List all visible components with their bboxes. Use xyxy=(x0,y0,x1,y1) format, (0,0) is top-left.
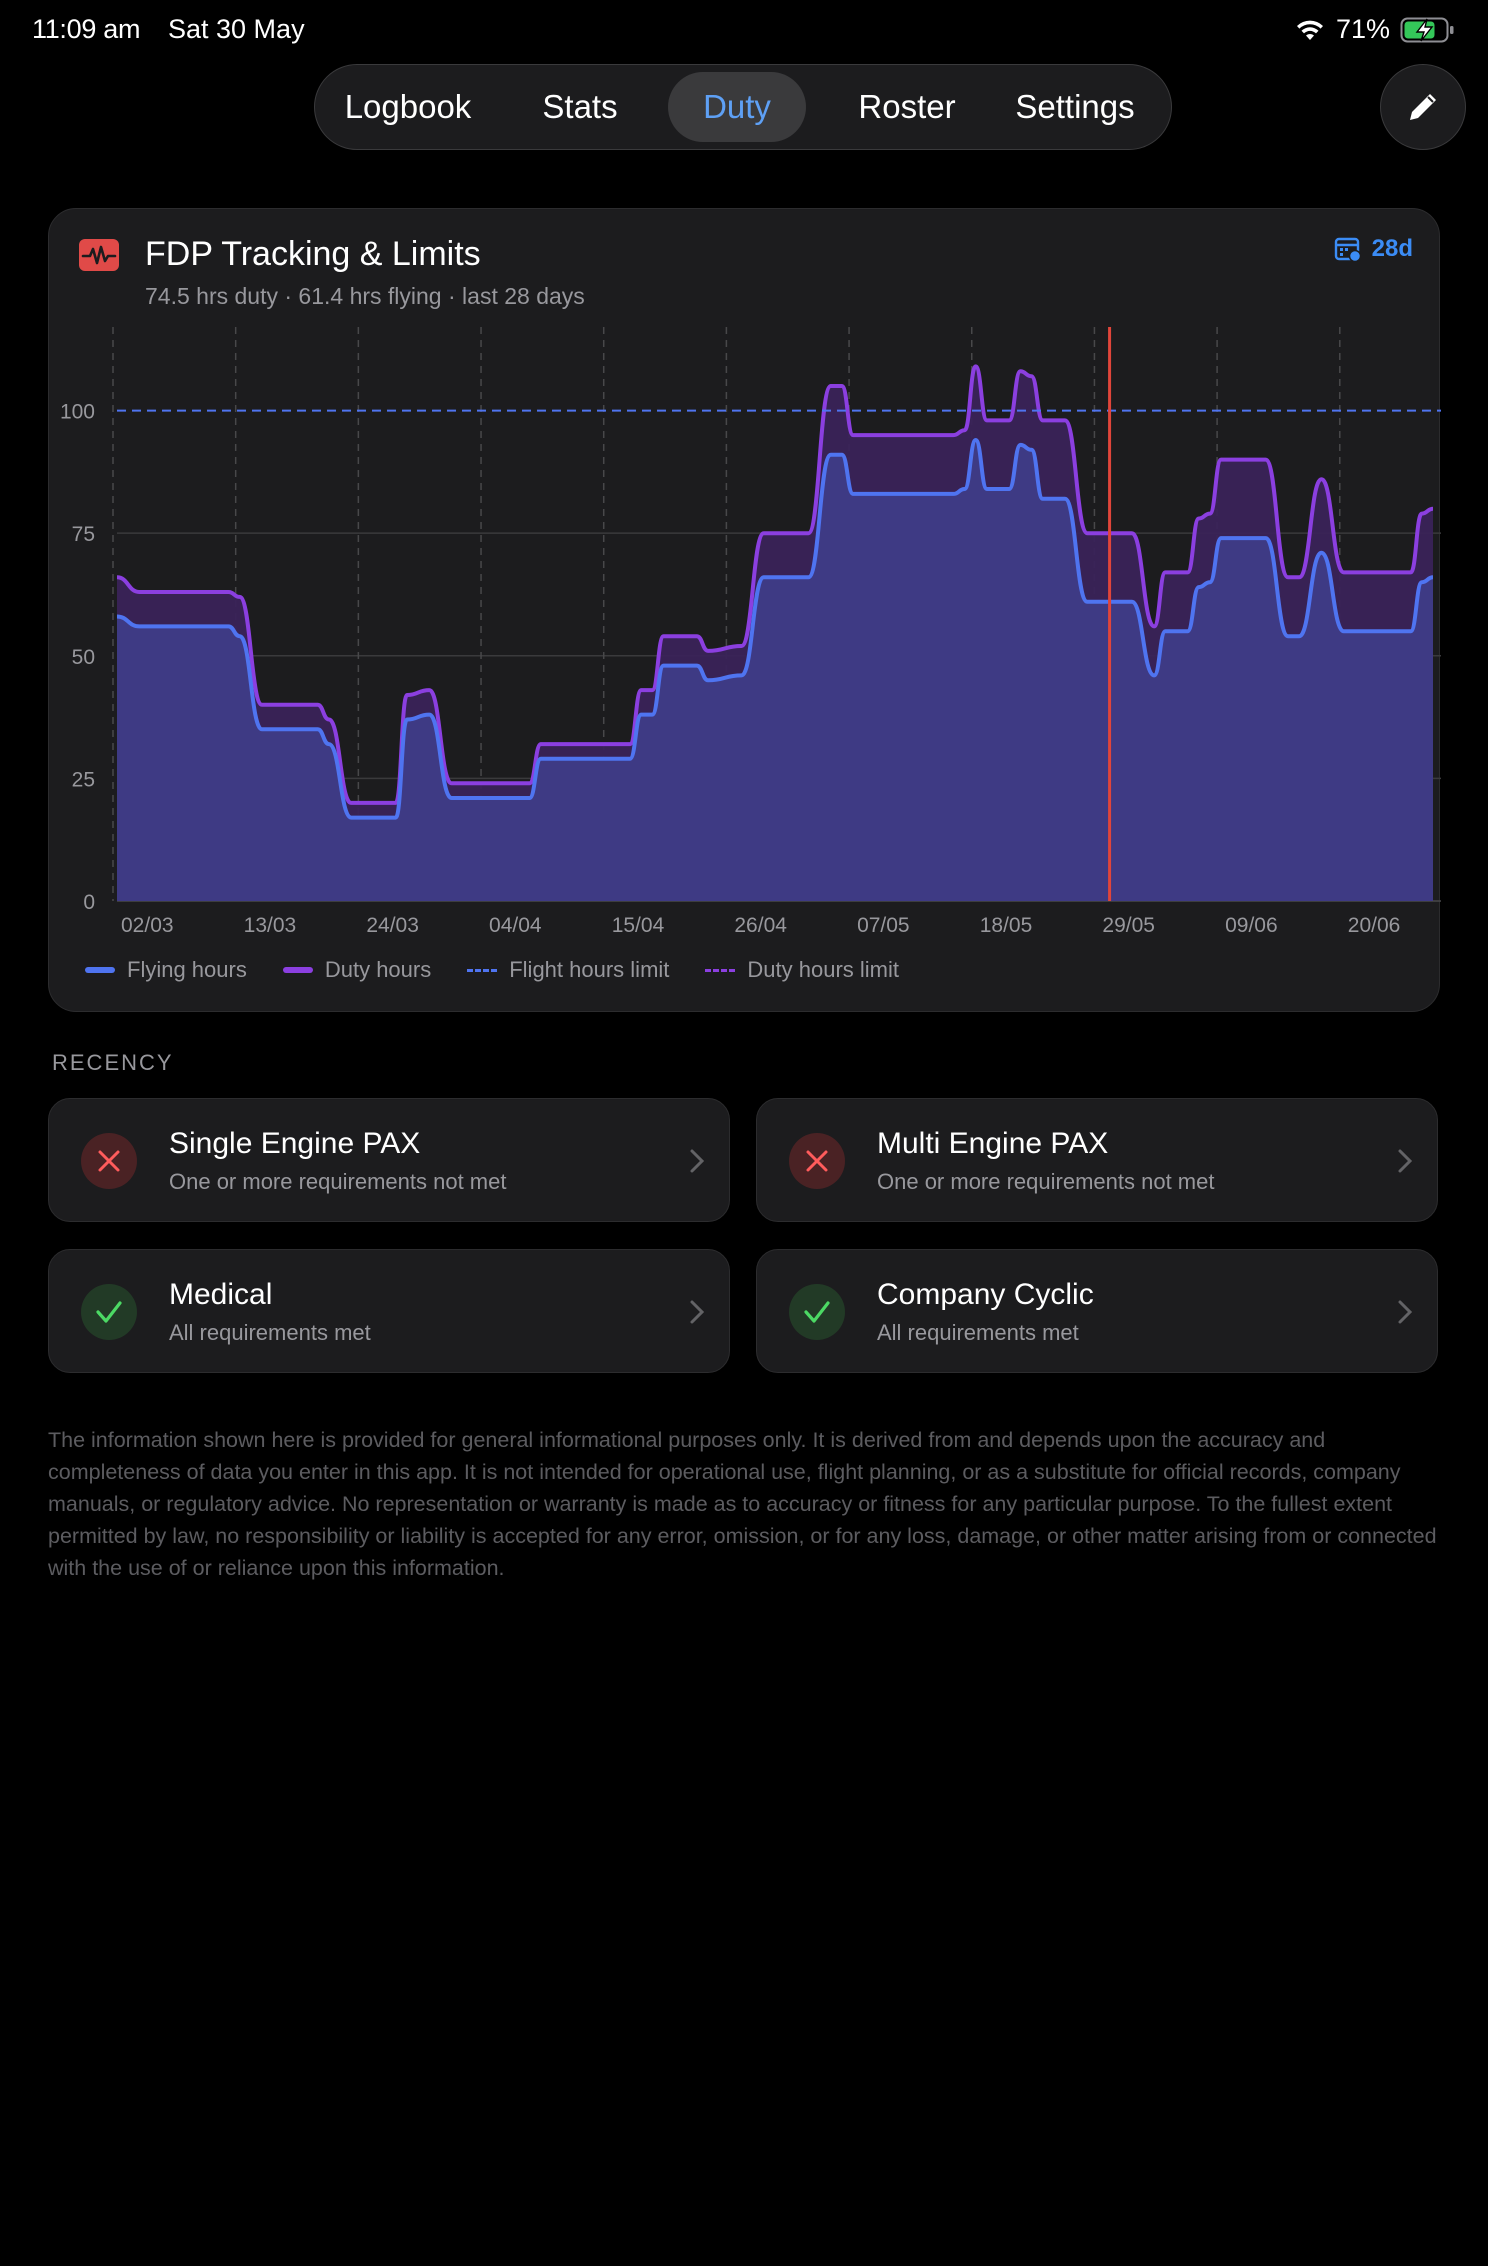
status-badge xyxy=(81,1284,137,1340)
legend-swatch xyxy=(282,967,313,973)
x-tick-label: 29/05 xyxy=(1102,914,1155,937)
legend-label: Flying hours xyxy=(127,957,247,982)
flying-hours-line xyxy=(116,437,1434,820)
tab-logbook[interactable]: Logbook xyxy=(344,88,472,125)
recency-card-medical[interactable]: Medical All requirements met xyxy=(48,1249,730,1373)
x-tick-label: 09/06 xyxy=(1225,914,1278,937)
calendar-icon xyxy=(1334,237,1361,263)
recency-card-multi-engine-pax[interactable]: Multi Engine PAX One or more requirement… xyxy=(756,1098,1438,1222)
y-tick-label: 75 xyxy=(72,523,95,546)
status-badge xyxy=(81,1133,137,1189)
legend-duty-hours: Duty hours xyxy=(282,957,432,983)
y-tick-label: 100 xyxy=(60,401,95,424)
x-tick-label: 24/03 xyxy=(366,914,419,937)
y-tick-label: 50 xyxy=(72,646,95,669)
edit-button[interactable] xyxy=(1380,64,1466,150)
tab-duty[interactable]: Duty xyxy=(668,72,806,142)
status-badge xyxy=(789,1133,845,1189)
checkmark-icon xyxy=(96,1301,122,1323)
chevron-right-icon xyxy=(690,1149,705,1173)
recency-subtitle: All requirements met xyxy=(877,1320,1079,1345)
legend-label: Duty hours xyxy=(324,957,432,982)
battery-charging-icon xyxy=(1400,17,1454,42)
status-date: Sat 30 May xyxy=(168,14,305,44)
legend-flying-hours: Flying hours xyxy=(85,957,247,983)
legend-swatch xyxy=(85,967,115,973)
battery-percent: 71% xyxy=(1335,14,1390,44)
status-right: 71% xyxy=(1294,14,1456,45)
x-tick-label: 13/03 xyxy=(244,914,297,937)
legend-duty-hours-limit: Duty hours limit xyxy=(705,957,899,983)
x-tick-label: 20/06 xyxy=(1348,914,1401,937)
recency-card-single-engine-pax[interactable]: Single Engine PAX One or more requiremen… xyxy=(48,1098,730,1222)
checkmark-icon xyxy=(804,1301,830,1323)
card-subtitle: 74.5 hrs duty · 61.4 hrs flying · last 2… xyxy=(145,283,585,309)
tab-stats[interactable]: Stats xyxy=(542,88,618,125)
recency-title: Company Cyclic xyxy=(877,1278,1094,1311)
recency-section-label: RECENCY xyxy=(52,1050,174,1075)
legend-flight-hours-limit: Flight hours limit xyxy=(467,957,669,983)
legend-swatch xyxy=(467,968,498,972)
tab-settings[interactable]: Settings xyxy=(1015,88,1135,125)
flying-hours-area xyxy=(117,440,1433,901)
y-tick-label: 25 xyxy=(72,768,95,791)
status-time: 11:09 am xyxy=(32,14,141,44)
recency-title: Multi Engine PAX xyxy=(877,1127,1109,1160)
pencil-icon xyxy=(1410,94,1436,120)
main-tab-bar: Logbook Stats Duty Roster Settings xyxy=(314,64,1172,150)
x-tick-label: 04/04 xyxy=(489,914,542,937)
recency-subtitle: One or more requirements not met xyxy=(169,1169,507,1194)
y-tick-label: 0 xyxy=(83,891,95,914)
chevron-right-icon xyxy=(690,1300,705,1324)
fdp-area-chart: 0 25 50 75 100 02/03 13/03 24/03 04/04 15/04 26/04… xyxy=(60,327,1441,937)
x-tick-label: 26/04 xyxy=(734,914,787,937)
recency-title: Single Engine PAX xyxy=(169,1127,421,1160)
status-badge xyxy=(789,1284,845,1340)
x-tick-label: 07/05 xyxy=(857,914,910,937)
waveform-icon xyxy=(79,239,119,271)
x-tick-label: 18/05 xyxy=(980,914,1033,937)
range-label: 28d xyxy=(1371,235,1413,262)
recency-title: Medical xyxy=(169,1278,273,1311)
wifi-icon xyxy=(1296,20,1323,40)
legend-swatch xyxy=(705,968,736,972)
tab-roster[interactable]: Roster xyxy=(858,88,956,125)
cross-icon xyxy=(98,1150,120,1172)
card-title: FDP Tracking & Limits xyxy=(145,235,481,273)
recency-card-company-cyclic[interactable]: Company Cyclic All requirements met xyxy=(756,1249,1438,1373)
chart-legend: Flying hours Duty hours Flight hours lim… xyxy=(85,957,899,983)
cross-icon xyxy=(806,1150,828,1172)
recency-subtitle: One or more requirements not met xyxy=(877,1169,1215,1194)
recency-subtitle: All requirements met xyxy=(169,1320,371,1345)
x-tick-label: 15/04 xyxy=(612,914,665,937)
x-tick-label: 02/03 xyxy=(121,914,174,937)
disclaimer-text: The information shown here is provided f… xyxy=(48,1428,1437,1580)
status-bar: 11:09 am Sat 30 May 71% xyxy=(32,12,1456,52)
chevron-right-icon xyxy=(1398,1300,1413,1324)
chevron-right-icon xyxy=(1398,1149,1413,1173)
range-selector-button[interactable]: 28d xyxy=(1334,235,1413,263)
legend-label: Duty hours limit xyxy=(747,957,899,982)
legend-label: Flight hours limit xyxy=(509,957,670,982)
fdp-chart-card: FDP Tracking & Limits 74.5 hrs duty · 61… xyxy=(48,208,1441,1012)
